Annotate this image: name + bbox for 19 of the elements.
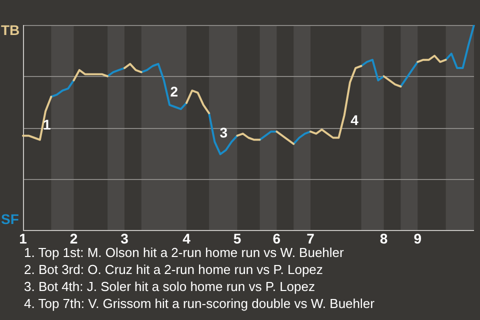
x-tick-label: 3 [120, 230, 129, 246]
text: TB [1, 22, 20, 38]
x-tick-label: 1 [19, 230, 28, 246]
text: 2. Bot 3rd: O. Cruz hit a 2-run home run vs P. Lopez [24, 261, 324, 278]
x-tick-label: 8 [380, 230, 388, 246]
annotation: 2 [170, 84, 178, 100]
text: SF [1, 210, 20, 227]
x-tick-label: 5 [233, 230, 242, 246]
text: 3. Bot 4th: J. Soler hit a solo home run vs P. Lopez [24, 278, 316, 295]
x-tick-label: 7 [306, 230, 315, 246]
x-tick-label: 2 [70, 230, 78, 246]
x-tick-label: 6 [272, 230, 281, 246]
text: 4. Top 7th: V. Grissom hit a run-scoring double vs W. Buehler [24, 295, 374, 312]
annotation: 4 [350, 112, 359, 128]
annotation: 3 [220, 124, 228, 141]
text: 1. Top 1st: M. Olson hit a 2-run home run vs W. Buehler [24, 244, 345, 261]
x-tick-label: 4 [182, 230, 191, 246]
x-tick-label: 9 [414, 230, 422, 246]
annotation: 1 [43, 116, 52, 132]
